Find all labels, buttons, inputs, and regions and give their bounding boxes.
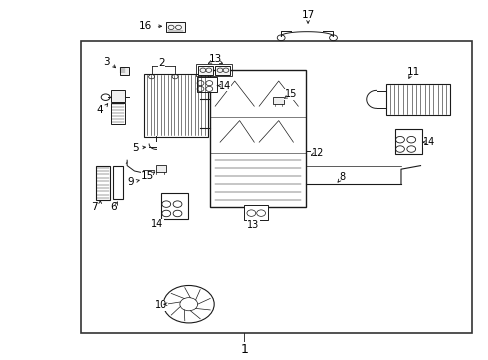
Text: 15: 15 [284, 89, 297, 99]
Bar [195, 64, 232, 76]
Bar [96, 166, 109, 200]
Bar [142, 170, 153, 176]
Bar [196, 77, 217, 92]
Bar [198, 66, 212, 75]
Text: 16: 16 [139, 21, 152, 31]
Text: 8: 8 [339, 172, 345, 182]
Text: 9: 9 [127, 177, 134, 187]
Bar [386, 84, 449, 115]
Bar [161, 193, 188, 219]
Text: 4: 4 [97, 105, 103, 115]
Text: 14: 14 [422, 137, 435, 147]
Text: 14: 14 [151, 219, 163, 229]
Bar [394, 129, 421, 154]
Text: 3: 3 [103, 57, 110, 67]
Bar [272, 97, 283, 104]
Text: 15: 15 [141, 171, 154, 181]
Text: 11: 11 [406, 67, 419, 77]
Text: 10: 10 [155, 300, 167, 310]
Text: 12: 12 [311, 148, 324, 158]
Text: 17: 17 [301, 10, 314, 20]
Bar [120, 67, 128, 75]
Bar [166, 22, 184, 32]
Bar [111, 103, 125, 124]
Bar [210, 70, 305, 207]
Text: 6: 6 [110, 202, 117, 212]
Bar [244, 205, 267, 220]
Text: 2: 2 [158, 58, 164, 68]
Bar [155, 165, 166, 172]
Bar [113, 166, 123, 199]
Bar [215, 66, 229, 75]
Text: 5: 5 [132, 143, 139, 153]
Bar [144, 74, 207, 137]
Text: 7: 7 [91, 202, 98, 212]
Text: 14: 14 [218, 81, 231, 91]
Text: 13: 13 [208, 54, 222, 64]
Bar [111, 90, 125, 102]
Text: 13: 13 [246, 220, 259, 230]
Bar [81, 41, 471, 333]
Text: 1: 1 [240, 343, 248, 356]
